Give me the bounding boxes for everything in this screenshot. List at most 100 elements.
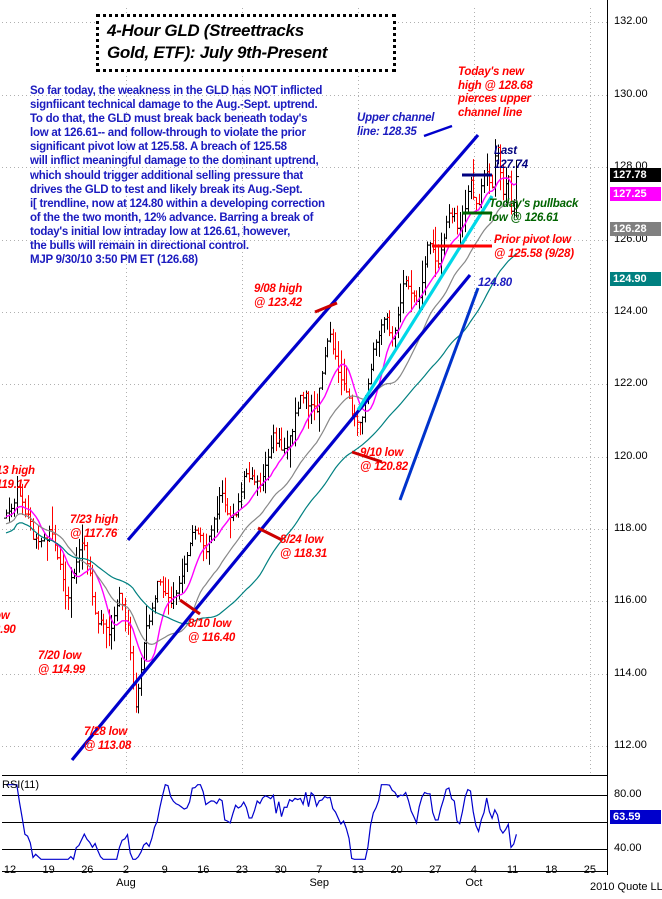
price-tick-label: 120.00 [614, 449, 648, 462]
commentary-line: today's initial low intraday low at 126.… [30, 225, 291, 238]
upper-channel-pointer [423, 124, 453, 138]
aug10-low-marker [179, 598, 201, 616]
annotation-last-price: Last 127.74 [494, 145, 528, 172]
price-tick-label: 130.00 [614, 87, 648, 100]
commentary-line: i[ trendline, now at 124.80 within a dev… [30, 197, 325, 210]
annotation-line: line: 128.35 [357, 125, 417, 138]
annotation-line: high @ 128.68 [458, 79, 533, 92]
ma-slow-line [5, 252, 517, 625]
price-tick-label: 112.00 [614, 739, 647, 752]
commentary-line: To do that, the GLD must break back bene… [30, 113, 308, 126]
month-label: Aug [116, 877, 136, 889]
date-tick-label: 18 [545, 864, 558, 876]
sep10-low-marker [351, 450, 383, 464]
annotation-todays-new-high: Today's new high @ 128.68 pierces upper cha… [458, 66, 533, 120]
annotation-line: ow [0, 610, 10, 622]
commentary-line: low at 126.61-- and follow-through to vi… [30, 127, 306, 140]
cyan-trendline [356, 195, 494, 411]
price-tick-label: 124.00 [614, 304, 648, 317]
rsi-indicator-label: RSI(11) [2, 779, 40, 791]
annotation-jul-13-high: 13 high119.17 [0, 465, 35, 492]
month-label: Sep [309, 877, 330, 889]
annotation-line: pierces upper [458, 93, 531, 105]
chart-title-line2: Gold, ETF): July 9th-Present [107, 43, 328, 62]
annotation-upper-channel-line: Upper channel line: 128.35 [357, 112, 434, 139]
commentary-line: So far today, the weakness in the GLD ha… [30, 85, 323, 97]
annotation-line: Today's pullback [489, 198, 579, 210]
month-label: Oct [465, 877, 483, 889]
annotation-line: Prior pivot low [494, 234, 571, 246]
price-marker-tag: 126.28 [610, 222, 661, 237]
annotation-line: 7/20 low [38, 650, 82, 662]
date-tick-label: 25 [583, 864, 596, 876]
annotation-line: Last [494, 145, 517, 157]
annotation-line: @ 116.40 [188, 631, 236, 644]
price-tick-label: 122.00 [614, 377, 648, 390]
annotation-line: 13 high [0, 465, 35, 477]
date-tick-label: 16 [197, 864, 210, 876]
chart-title-line1: 4-Hour GLD (Streettracks [107, 21, 304, 40]
annotation-line: 8/24 low [280, 534, 324, 546]
price-tick-label: 114.00 [614, 666, 647, 679]
date-tick-label: 23 [235, 864, 249, 876]
aug24-low-marker [257, 526, 283, 542]
annotation-clipped-low: ow3.90 [0, 610, 16, 637]
annotation-sep-10-low: 9/10 low @ 120.82 [360, 447, 408, 474]
lower-channel-line [70, 273, 472, 762]
annotation-line: 9/10 low [360, 447, 404, 459]
date-tick-label: 27 [429, 864, 442, 876]
annotation-line: @ 125.58 (9/28) [494, 247, 574, 260]
chart-title-box: 4-Hour GLD (Streettracks Gold, ETF): Jul… [96, 14, 396, 72]
annotation-line: @ 117.76 [70, 527, 118, 540]
commentary-line: drives the GLD to test and likely break … [30, 183, 303, 196]
annotation-line: 7/23 high [70, 514, 119, 526]
commentary-line: which should trigger additional selling … [30, 169, 304, 182]
annotation-prior-pivot-low: Prior pivot low @ 125.58 (9/28) [494, 234, 574, 261]
rsi-panel [2, 783, 607, 861]
date-tick-label: 12 [3, 864, 17, 876]
annotation-todays-pullback-low: Today's pullback low @ 126.61 [489, 198, 578, 225]
annotation-lower-trendline-value: 124.80 [478, 277, 512, 291]
commentary-line: the bulls will remain in directional con… [30, 240, 249, 253]
date-tick-label: 9 [161, 864, 168, 876]
price-marker-tag: 127.25 [610, 187, 661, 202]
price-tick-label: 132.00 [614, 15, 648, 28]
annotation-line: Upper channel [357, 112, 435, 124]
annotation-line: @ 120.82 [360, 460, 408, 473]
annotation-line: low @ 126.61 [489, 211, 559, 224]
annotation-line: @ 123.42 [254, 296, 302, 309]
price-marker-tag: 127.78 [610, 168, 661, 183]
inner-trendline [398, 287, 480, 501]
date-tick-label: 4 [470, 864, 477, 876]
annotation-line: 9/08 high [254, 283, 303, 295]
ma-mid-line [5, 199, 517, 646]
annotation-line: @ 118.31 [280, 547, 328, 560]
gridlines [2, 8, 607, 775]
date-tick-label: 11 [506, 864, 519, 876]
annotation-line: 7/28 low [84, 726, 128, 738]
date-axis[interactable]: 12 19 26 2 9 16 23 30 7 13 20 27 4 11 18 25 Aug Sep Oct [0, 862, 662, 899]
date-tick-label: 30 [274, 864, 287, 876]
rsi-line [6, 783, 517, 861]
price-tick-label: 116.00 [614, 594, 647, 607]
date-tick-label: 7 [316, 864, 323, 876]
date-tick-label: 26 [81, 864, 94, 876]
commentary-line: signfiicant technical damage to the Aug.… [30, 99, 318, 112]
annotation-line: Today's new [458, 66, 524, 78]
commentary-line: will inflict meaningful damage to the do… [30, 155, 319, 168]
annotation-line: @ 114.99 [38, 663, 86, 676]
annotation-line: channel line [458, 106, 523, 119]
annotation-line: 127.74 [494, 158, 528, 171]
date-tick-label: 20 [390, 864, 403, 876]
annotation-jul-23-high: 7/23 high @ 117.76 [70, 514, 118, 541]
sep08-high-marker [314, 301, 338, 314]
annotation-line: @ 113.08 [84, 739, 132, 752]
analyst-commentary: So far today, the weakness in the GLD ha… [30, 84, 380, 267]
commentary-line: MJP 9/30/10 3:50 PM ET (126.68) [30, 254, 198, 267]
annotation-jul-20-low: 7/20 low @ 114.99 [38, 650, 85, 677]
date-tick-label: 2 [122, 864, 130, 876]
